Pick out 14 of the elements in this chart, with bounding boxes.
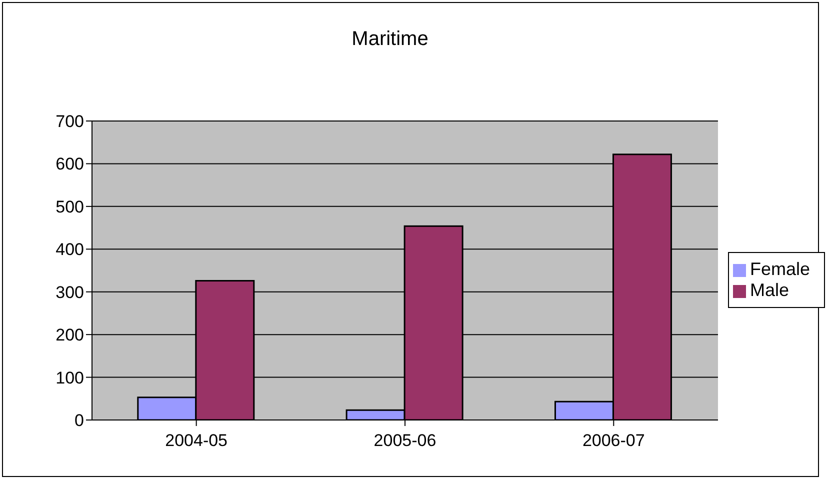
y-tick-label: 600 [56, 154, 84, 174]
y-tick-label: 300 [56, 282, 84, 302]
x-tick-label: 2004-05 [165, 431, 228, 450]
y-tick-label: 700 [56, 112, 84, 132]
x-tick-label: 2005-06 [374, 431, 436, 450]
x-tick-label: 2006-07 [582, 431, 645, 450]
y-tick-label: 400 [56, 240, 84, 260]
legend-label: Male [750, 280, 789, 300]
y-tick-label: 100 [56, 368, 84, 388]
y-tick-label: 0 [74, 411, 84, 430]
y-tick-label: 200 [56, 326, 84, 345]
chart-title: Maritime [350, 28, 430, 51]
y-tick-label: 500 [56, 197, 84, 216]
legend-label: Female [750, 259, 810, 279]
